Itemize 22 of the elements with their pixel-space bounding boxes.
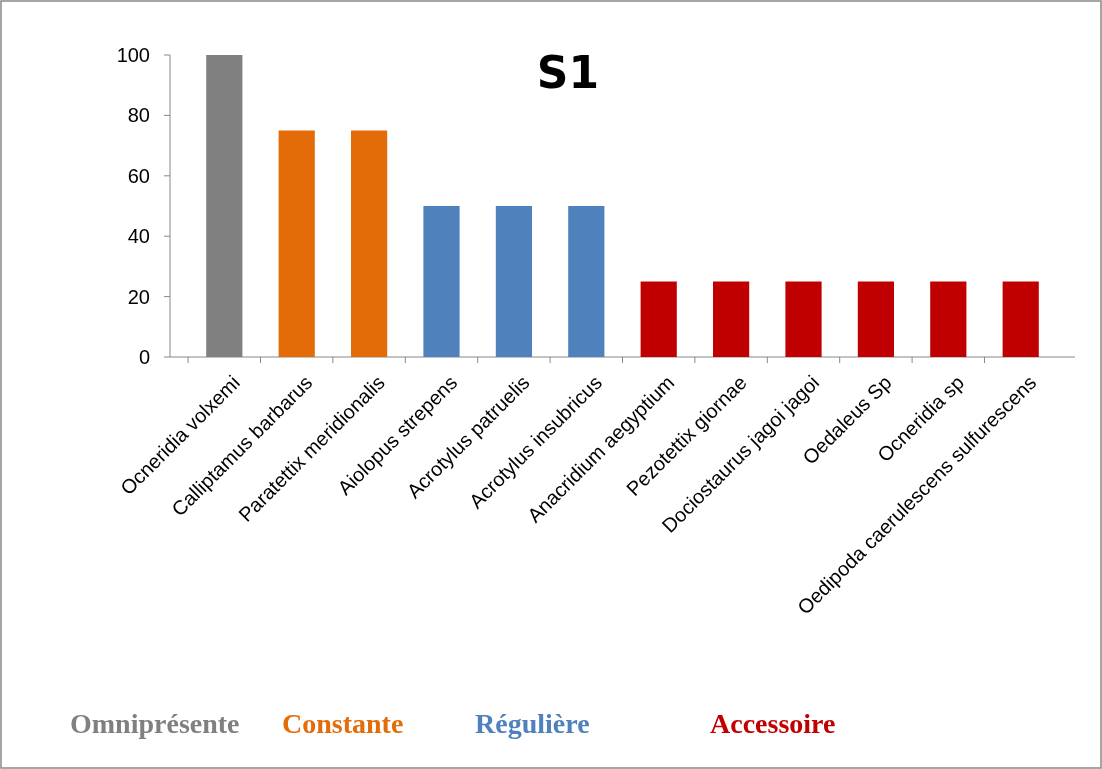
text: Régulière xyxy=(475,708,590,739)
bar xyxy=(568,206,605,357)
text: Omniprésente xyxy=(70,708,240,739)
bar xyxy=(278,130,315,357)
bar xyxy=(1002,281,1039,357)
y-tick-label: 40 xyxy=(127,225,150,248)
bar xyxy=(785,281,822,357)
y-tick-label: 80 xyxy=(127,104,150,127)
y-tick-label: 60 xyxy=(127,164,150,187)
bar xyxy=(857,281,894,357)
text: Constante xyxy=(282,708,404,739)
bar xyxy=(713,281,750,357)
y-tick-label: 100 xyxy=(116,44,150,66)
y-tick-label: 0 xyxy=(138,346,150,368)
bar xyxy=(930,281,967,357)
bar xyxy=(351,130,388,357)
chart-title: S1 xyxy=(536,47,600,98)
bar xyxy=(495,206,532,357)
bar xyxy=(640,281,677,357)
bar xyxy=(423,206,460,357)
y-tick-label: 20 xyxy=(127,285,150,308)
text: Accessoire xyxy=(710,708,836,739)
